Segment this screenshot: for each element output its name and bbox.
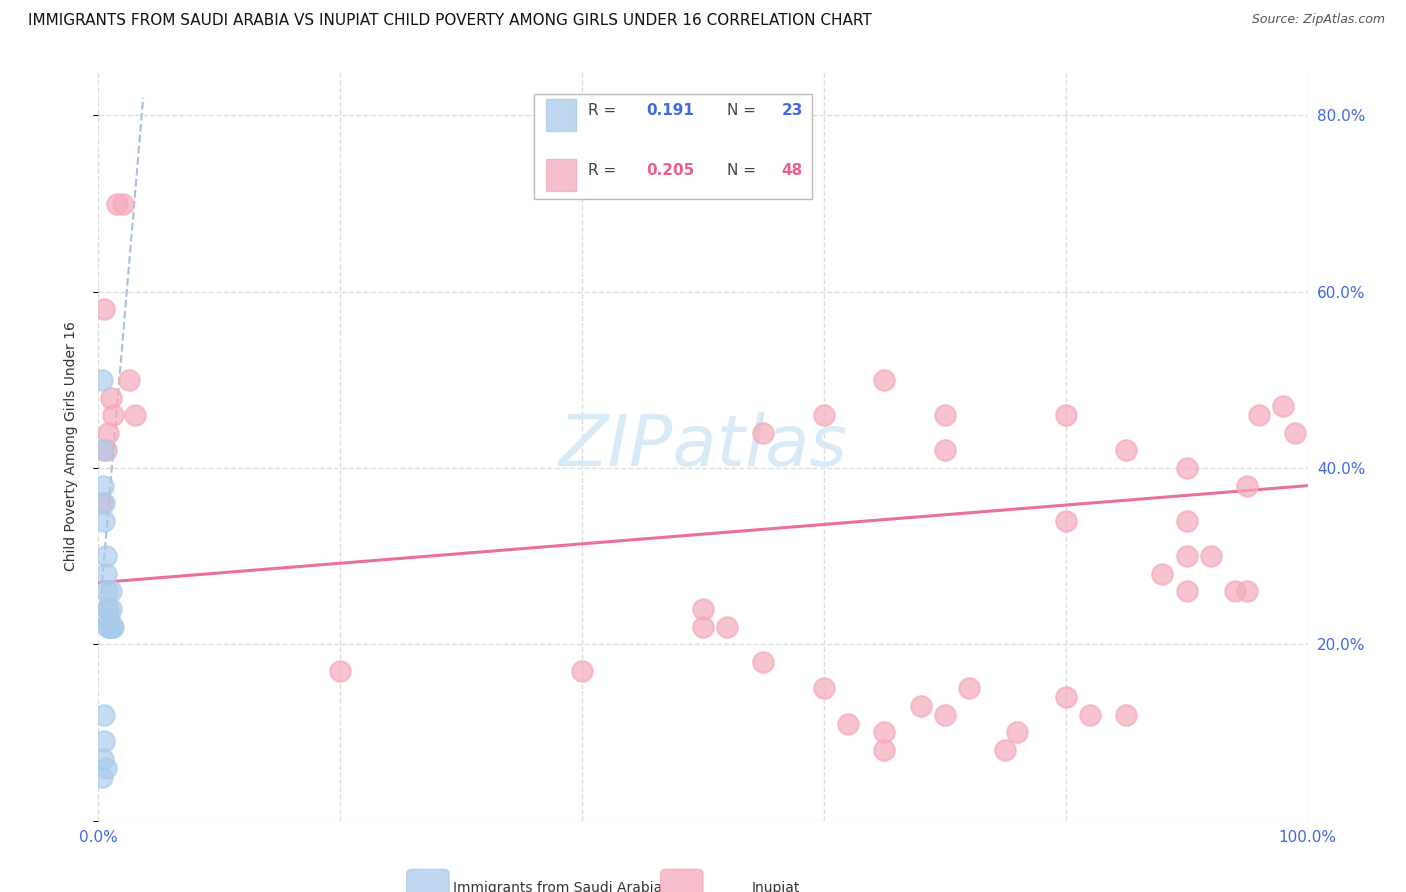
Point: [873, 743, 896, 757]
Point: [994, 743, 1017, 757]
Point: [571, 664, 593, 678]
Point: [1152, 566, 1174, 581]
Text: N =: N =: [727, 103, 761, 118]
Text: 0.205: 0.205: [647, 162, 695, 178]
Point: [692, 602, 714, 616]
Text: R =: R =: [588, 103, 621, 118]
Point: [100, 391, 122, 405]
Text: Source: ZipAtlas.com: Source: ZipAtlas.com: [1251, 13, 1385, 27]
Point: [97, 620, 120, 634]
FancyBboxPatch shape: [546, 99, 576, 131]
Point: [105, 196, 128, 211]
Point: [97, 602, 120, 616]
Point: [1054, 408, 1077, 422]
Point: [716, 620, 738, 634]
Point: [873, 725, 896, 739]
Point: [813, 408, 835, 422]
Point: [837, 716, 859, 731]
Point: [873, 373, 896, 387]
Text: Inupiat: Inupiat: [751, 881, 800, 892]
Text: N =: N =: [727, 162, 761, 178]
Point: [1223, 584, 1246, 599]
Point: [111, 196, 134, 211]
Point: [1249, 408, 1271, 422]
Point: [692, 620, 714, 634]
Point: [91, 373, 114, 387]
Text: 48: 48: [782, 162, 803, 178]
Point: [94, 761, 117, 775]
Point: [1007, 725, 1029, 739]
Point: [93, 734, 115, 748]
Point: [1175, 461, 1198, 475]
Point: [752, 655, 775, 669]
Point: [100, 620, 122, 634]
Text: 0.191: 0.191: [647, 103, 695, 118]
Point: [1175, 514, 1198, 528]
Point: [91, 478, 114, 492]
Point: [1236, 584, 1258, 599]
FancyBboxPatch shape: [661, 870, 703, 892]
Point: [1236, 478, 1258, 492]
Point: [1078, 707, 1101, 722]
Y-axis label: Child Poverty Among Girls Under 16: Child Poverty Among Girls Under 16: [63, 321, 77, 571]
Point: [101, 408, 124, 422]
Point: [957, 681, 980, 696]
FancyBboxPatch shape: [406, 870, 449, 892]
Point: [1115, 443, 1137, 458]
Text: IMMIGRANTS FROM SAUDI ARABIA VS INUPIAT CHILD POVERTY AMONG GIRLS UNDER 16 CORRE: IMMIGRANTS FROM SAUDI ARABIA VS INUPIAT …: [28, 13, 872, 29]
FancyBboxPatch shape: [546, 159, 576, 191]
Point: [100, 620, 122, 634]
Point: [100, 602, 122, 616]
Point: [93, 496, 115, 510]
Text: Immigrants from Saudi Arabia: Immigrants from Saudi Arabia: [453, 881, 662, 892]
Point: [1054, 690, 1077, 705]
Point: [910, 699, 932, 714]
Point: [329, 664, 352, 678]
Point: [98, 620, 121, 634]
Point: [1115, 707, 1137, 722]
Point: [124, 408, 146, 422]
Point: [1272, 400, 1295, 414]
Point: [934, 408, 956, 422]
Point: [93, 302, 115, 317]
Point: [1284, 425, 1306, 440]
Point: [91, 752, 114, 766]
Point: [91, 443, 114, 458]
Text: 23: 23: [782, 103, 803, 118]
Point: [96, 602, 118, 616]
Point: [1054, 514, 1077, 528]
Point: [101, 620, 124, 634]
Point: [813, 681, 835, 696]
Point: [1175, 549, 1198, 564]
Point: [98, 611, 121, 625]
Point: [934, 443, 956, 458]
Point: [94, 443, 117, 458]
Text: R =: R =: [588, 162, 621, 178]
FancyBboxPatch shape: [534, 94, 811, 199]
Point: [91, 770, 114, 784]
Point: [94, 549, 117, 564]
Point: [97, 425, 120, 440]
Point: [100, 584, 122, 599]
Point: [96, 584, 118, 599]
Point: [1175, 584, 1198, 599]
Point: [118, 373, 141, 387]
Point: [94, 566, 117, 581]
Point: [752, 425, 775, 440]
Point: [1199, 549, 1222, 564]
Text: ZIPatlas: ZIPatlas: [558, 411, 848, 481]
Point: [93, 514, 115, 528]
Point: [934, 707, 956, 722]
Point: [91, 496, 114, 510]
Point: [93, 707, 115, 722]
